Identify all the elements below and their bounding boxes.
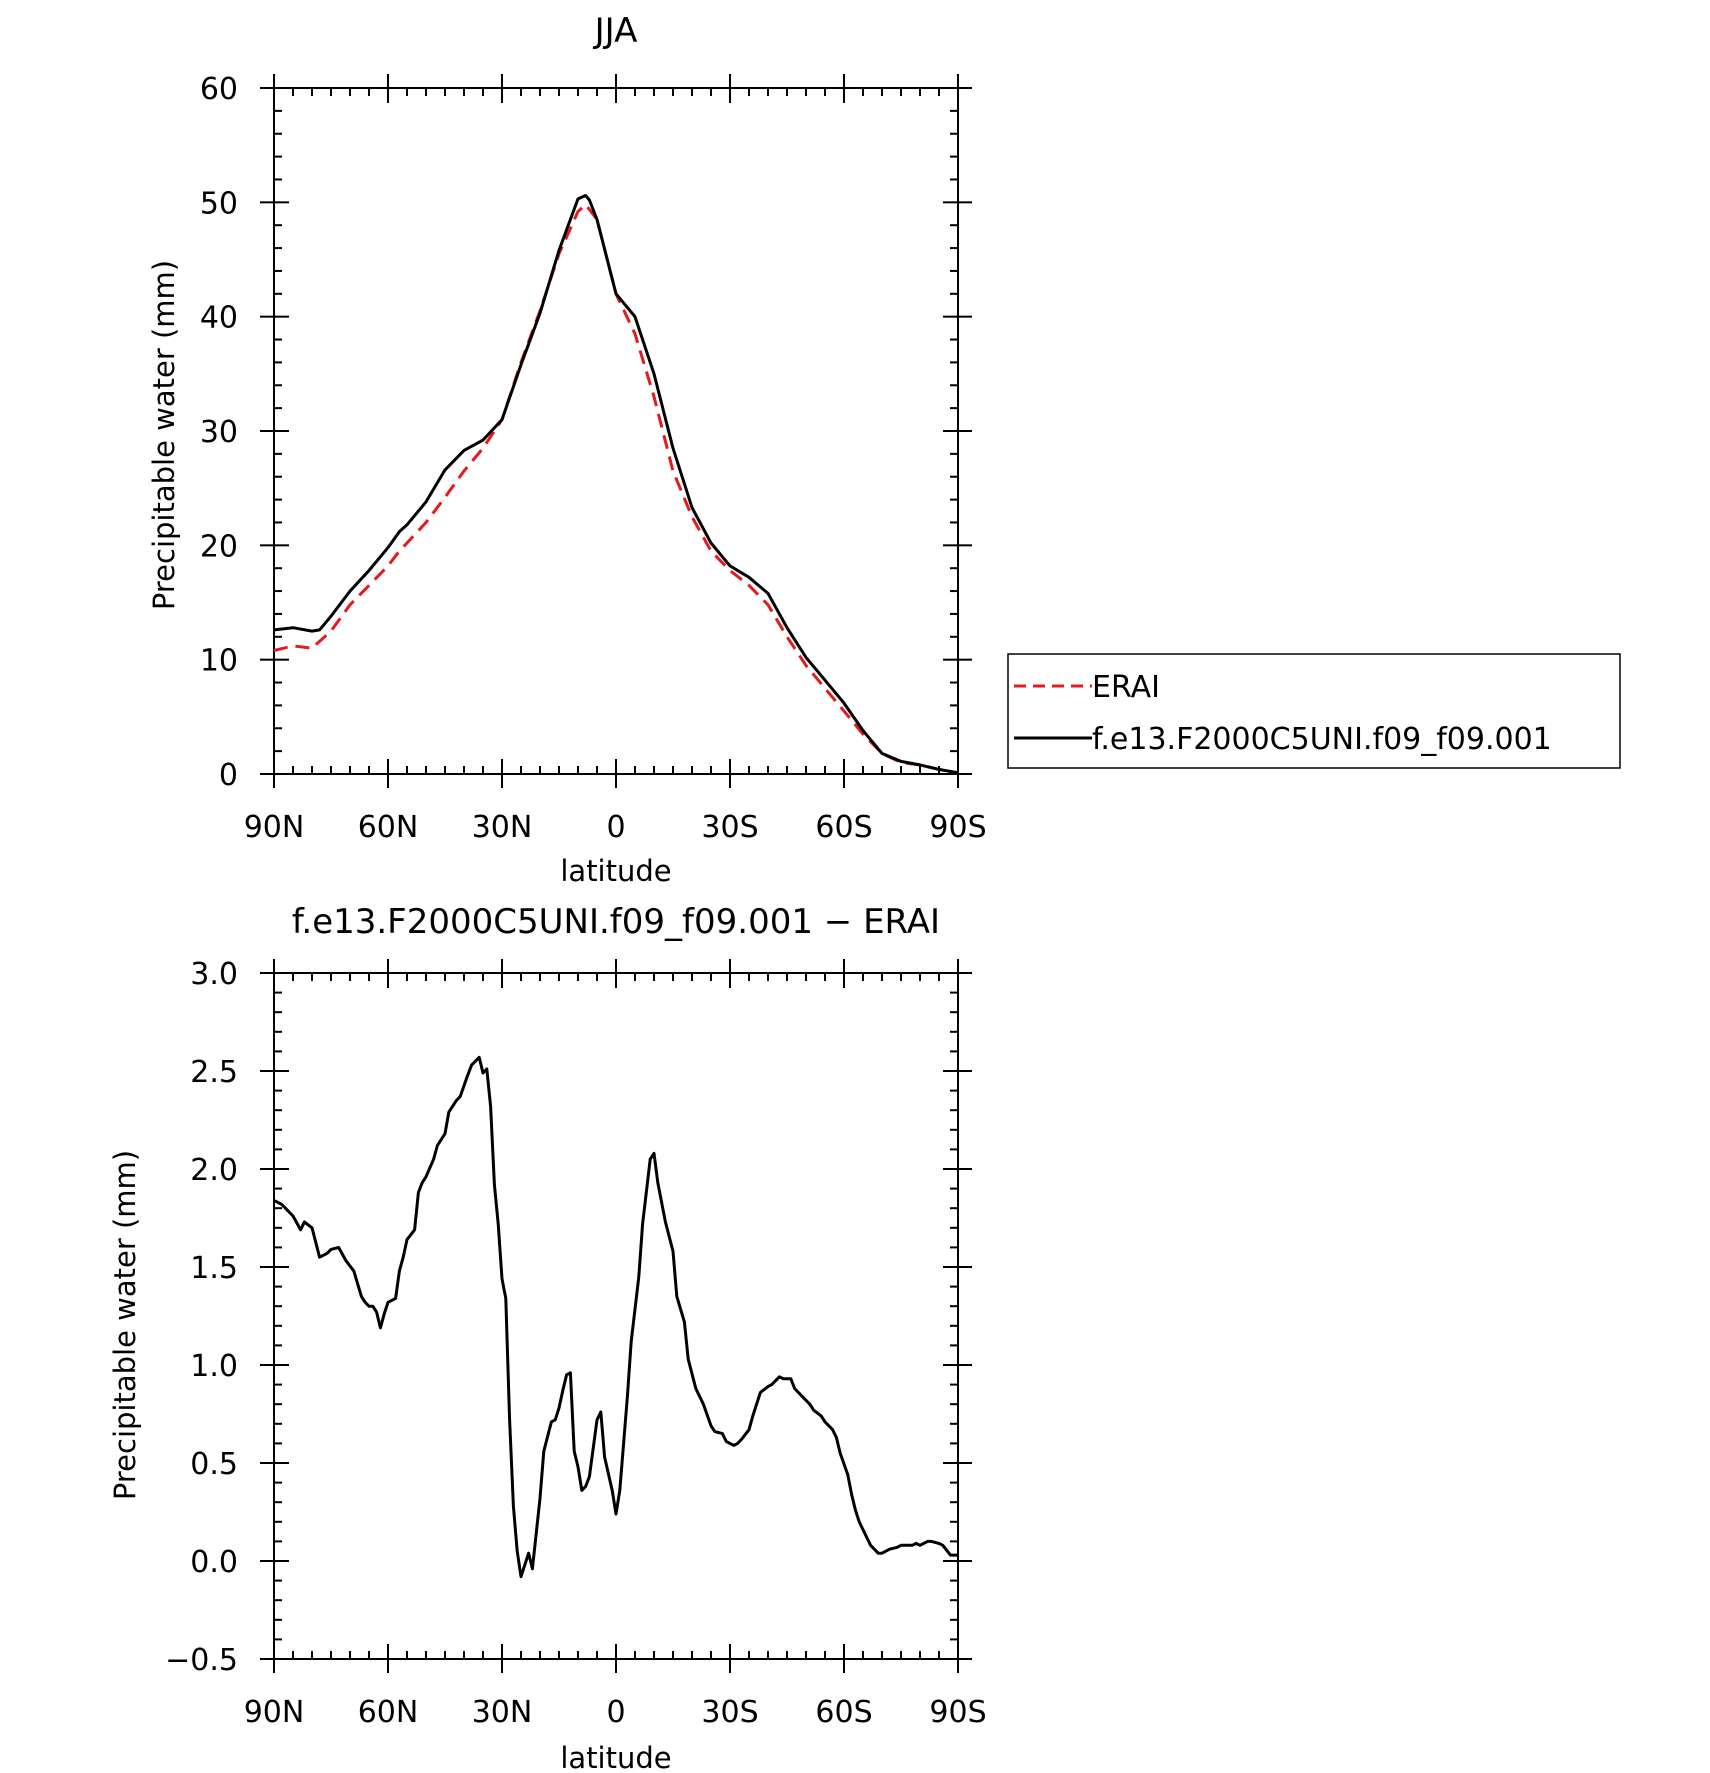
- bottom-x-tick-label: 60S: [815, 1695, 872, 1730]
- top-plot-frame: [273, 87, 959, 775]
- bottom-x-tick-label: 90S: [929, 1695, 986, 1730]
- bottom-x-tick-label: 30N: [472, 1695, 533, 1730]
- legend-model-label: f.e13.F2000C5UNI.f09_f09.001: [1092, 722, 1552, 757]
- bottom-series: [273, 1055, 958, 1579]
- bottom-chart-xlabel: latitude: [560, 1741, 671, 1773]
- top-x-tick-label: 0: [606, 810, 625, 845]
- top-series: [273, 194, 959, 775]
- top-series-line-1: [273, 203, 959, 775]
- top-y-tick-label: 40: [200, 301, 238, 336]
- top-y-tick-label: 50: [200, 186, 238, 221]
- top-x-tick-label: 30S: [701, 810, 758, 845]
- bottom-chart: f.e13.F2000C5UNI.f09_f09.001 − ERAI 90N 6…: [108, 902, 987, 1773]
- legend-box: [1007, 653, 1621, 769]
- bottom-y-tick-label: 2.0: [190, 1153, 238, 1188]
- bottom-chart-title: f.e13.F2000C5UNI.f09_f09.001 − ERAI: [292, 902, 940, 942]
- bottom-chart-ylabel: Precipitable water (mm): [108, 1150, 142, 1500]
- bottom-axes: 90N 60N 30N 0 30S 60S 90S −0.5 0.0 0.5 1.0 1.5 2.0 2.…: [165, 957, 986, 1730]
- top-y-tick-label: 0: [219, 758, 238, 793]
- legend: ERAI f.e13.F2000C5UNI.f09_f09.001: [1007, 653, 1621, 769]
- top-y-tick-label: 30: [200, 415, 238, 450]
- bottom-y-tick-label: 1.0: [190, 1349, 238, 1384]
- bottom-y-tick-label: 0.5: [190, 1447, 238, 1482]
- top-chart-ylabel: Precipitable water (mm): [147, 260, 181, 610]
- top-series-line-2: [273, 194, 959, 775]
- top-x-tick-label: 60N: [358, 810, 419, 845]
- legend-erai-label: ERAI: [1092, 670, 1160, 705]
- bottom-x-tick-label: 0: [606, 1695, 625, 1730]
- bottom-x-tick-label: 90N: [244, 1695, 305, 1730]
- top-chart-xlabel: latitude: [560, 854, 671, 888]
- top-y-tick-label: 10: [200, 644, 238, 679]
- bottom-y-tick-label: 2.5: [190, 1055, 238, 1090]
- top-x-tick-label: 30N: [472, 810, 533, 845]
- top-x-tick-label: 90S: [929, 810, 986, 845]
- top-x-tick-label: 90N: [244, 810, 305, 845]
- top-y-tick-label: 60: [200, 72, 238, 107]
- top-x-tick-label: 60S: [815, 810, 872, 845]
- bottom-y-tick-label: 3.0: [190, 957, 238, 992]
- bottom-y-tick-label: −0.5: [165, 1643, 238, 1678]
- top-y-tick-label: 20: [200, 529, 238, 564]
- bottom-x-tick-label: 30S: [701, 1695, 758, 1730]
- bottom-y-tick-label: 1.5: [190, 1251, 238, 1286]
- top-axes: 90N 60N 30N 0 30S 60S 90S 0 10 20 30 40 50 60: [200, 72, 987, 845]
- top-chart-title: JJA: [593, 11, 638, 51]
- bottom-series-line-1: [273, 1055, 958, 1579]
- bottom-y-tick-label: 0.0: [190, 1545, 238, 1580]
- top-chart: JJA 90N 60N 30N 0 30S 60S 90S 0 10 20 30 40 50 60 lat…: [147, 11, 987, 888]
- bottom-x-tick-label: 60N: [358, 1695, 419, 1730]
